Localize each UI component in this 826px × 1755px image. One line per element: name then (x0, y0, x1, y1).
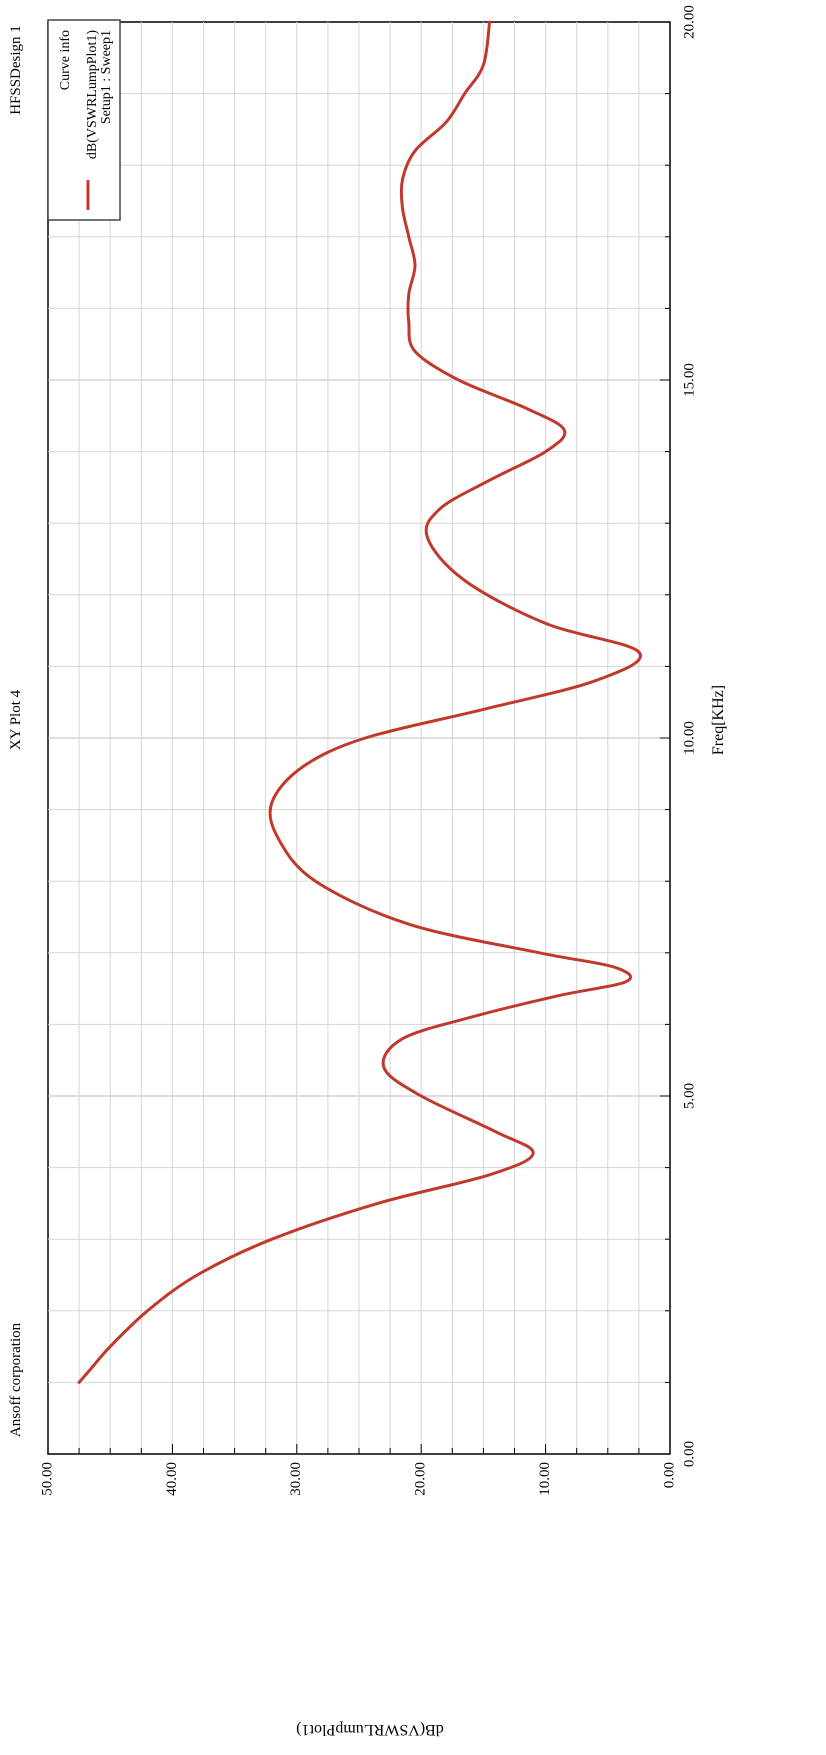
legend-entry-line2: Setup1 : Sweep1 (99, 30, 114, 124)
y-tick-label: 50.00 (39, 1462, 55, 1496)
tick-labels: 0.00 5.00 10.00 15.00 20.00 0.00 10.00 20.00 30.… (39, 5, 697, 1496)
y-tick-label: 0.00 (661, 1462, 677, 1488)
axis-ticks (47, 21, 671, 1455)
design-name: HFSSDesign 1 (8, 25, 24, 115)
y-tick-label: 10.00 (537, 1462, 553, 1496)
y-tick-label: 30.00 (288, 1462, 304, 1496)
x-tick-label: 0.00 (681, 1441, 697, 1467)
x-tick-label: 20.00 (681, 5, 697, 39)
y-tick-label: 20.00 (413, 1462, 429, 1496)
series-layer (77, 20, 642, 1384)
x-axis-label: Freq[KHz] (710, 685, 727, 755)
series-line (77, 20, 642, 1384)
legend: Curve info dB(VSWRLumpPlot1) Setup1 : Sw… (47, 19, 121, 221)
legend-entry-line1: dB(VSWRLumpPlot1) (85, 30, 100, 159)
grid-lines (48, 22, 670, 1454)
x-tick-label: 10.00 (681, 721, 697, 755)
x-tick-label: 5.00 (681, 1083, 697, 1109)
company-label: Ansoff corporation (8, 1322, 24, 1437)
x-tick-label: 15.00 (681, 363, 697, 397)
legend-title: Curve info (58, 30, 73, 90)
plot-title: XY Plot 4 (8, 689, 24, 750)
y-tick-label: 40.00 (164, 1462, 180, 1496)
y-axis-label: dB(VSWRLumpPlot1) (296, 1721, 444, 1738)
